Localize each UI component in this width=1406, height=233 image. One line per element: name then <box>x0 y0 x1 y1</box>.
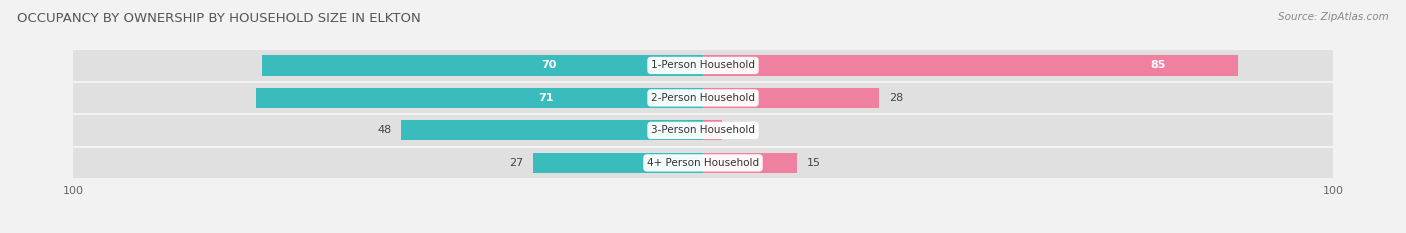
Text: 28: 28 <box>889 93 903 103</box>
Bar <box>73 148 1333 178</box>
Text: 1-Person Household: 1-Person Household <box>651 60 755 70</box>
Bar <box>262 55 703 75</box>
Bar <box>703 153 797 173</box>
Bar <box>73 115 1333 146</box>
Bar <box>73 83 1333 113</box>
Text: 3: 3 <box>731 125 738 135</box>
Text: 15: 15 <box>807 158 821 168</box>
Bar <box>703 120 721 140</box>
Text: 3-Person Household: 3-Person Household <box>651 125 755 135</box>
Text: 2-Person Household: 2-Person Household <box>651 93 755 103</box>
Text: OCCUPANCY BY OWNERSHIP BY HOUSEHOLD SIZE IN ELKTON: OCCUPANCY BY OWNERSHIP BY HOUSEHOLD SIZE… <box>17 12 420 25</box>
Text: 27: 27 <box>509 158 523 168</box>
Bar <box>703 55 1239 75</box>
Bar <box>401 120 703 140</box>
Text: 48: 48 <box>377 125 391 135</box>
Bar <box>533 153 703 173</box>
Bar <box>256 88 703 108</box>
Text: 4+ Person Household: 4+ Person Household <box>647 158 759 168</box>
Text: Source: ZipAtlas.com: Source: ZipAtlas.com <box>1278 12 1389 22</box>
Bar <box>703 88 879 108</box>
Text: 70: 70 <box>541 60 557 70</box>
Text: 85: 85 <box>1150 60 1166 70</box>
Bar <box>73 50 1333 81</box>
Text: 71: 71 <box>538 93 554 103</box>
